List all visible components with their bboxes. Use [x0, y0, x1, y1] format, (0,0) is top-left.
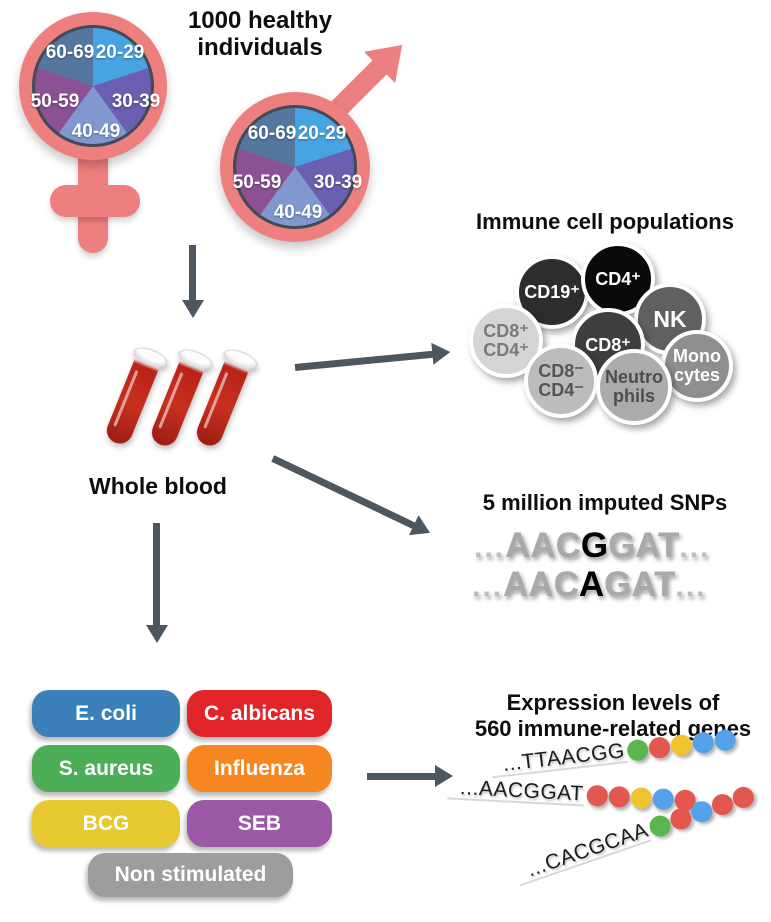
- cell-circle-monocytes: Mono cytes: [661, 330, 733, 402]
- snp-sequence-2: ...AACAGAT...: [472, 565, 706, 605]
- female-symbol: 20-29 30-39 40-49 50-59 60-69: [10, 5, 200, 260]
- sequence-after: GAT: [608, 526, 680, 565]
- expression-dot-yellow: [670, 733, 694, 757]
- arrow-individuals-to-blood: [182, 245, 204, 318]
- arrow-shaft: [294, 350, 435, 371]
- expression-dot-blue: [651, 787, 674, 810]
- main-title: 1000 healthy individuals: [160, 7, 360, 62]
- arrow-head-icon: [431, 341, 452, 365]
- cell-label: CD4⁺: [595, 268, 641, 289]
- pill-label: C. albicans: [204, 701, 315, 725]
- pill-label: E. coli: [75, 701, 137, 725]
- stimulus-pill-ecoli: E. coli: [32, 690, 180, 737]
- arrow-shaft: [189, 245, 197, 302]
- female-pie-label-40-49: 40-49: [71, 121, 121, 142]
- male-pie-label-20-29: 20-29: [297, 123, 347, 144]
- ellipsis: ...: [474, 531, 506, 564]
- cell-label: NK: [653, 305, 687, 332]
- stimulus-pill-calbicans: C. albicans: [187, 690, 332, 737]
- expression-title-line1: Expression levels of: [506, 690, 720, 715]
- expression-dot-red: [730, 783, 757, 811]
- pill-label: SEB: [237, 811, 282, 835]
- stimuli-group: E. coli C. albicans S. aureus Influenza …: [32, 690, 332, 900]
- male-pie-label-50-59: 50-59: [232, 172, 282, 193]
- expression-title: Expression levels of 560 immune-related …: [455, 690, 771, 742]
- arrow-blood-to-cell-populations: [294, 341, 452, 378]
- gene-sequence: ...CACGCAA: [524, 818, 652, 882]
- sequence-before: AAC: [505, 526, 581, 565]
- stimulus-pill-bcg: BCG: [32, 800, 180, 847]
- arrow-blood-to-snps: [268, 448, 435, 543]
- cell-circle-cd8neg-cd4neg: CD8⁻ CD4⁻: [524, 344, 598, 418]
- snp-variant-letter: G: [580, 526, 609, 565]
- cell-label: CD19⁺: [524, 281, 580, 302]
- immune-cells-title: Immune cell populations: [476, 209, 734, 234]
- arrow-shaft: [271, 454, 418, 530]
- arrow-stimuli-to-expression: [367, 765, 453, 787]
- snp-sequence-1: ...AACGGAT...: [474, 526, 710, 566]
- pill-label: S. aureus: [58, 756, 154, 780]
- arrow-head-icon: [182, 300, 204, 318]
- stimulus-pill-seb: SEB: [187, 800, 332, 847]
- expression-dot-green: [626, 737, 650, 762]
- cell-circle-neutrophils: Neutro phils: [596, 349, 672, 425]
- male-pie-label-60-69: 60-69: [247, 123, 297, 144]
- cell-label: CD8⁺: [585, 334, 631, 355]
- arrow-head-icon: [435, 765, 453, 787]
- female-pie-label-20-29: 20-29: [95, 42, 145, 63]
- male-pie-label-30-39: 30-39: [313, 172, 363, 193]
- expression-dot-blue: [692, 730, 716, 754]
- pill-label: BCG: [82, 811, 130, 835]
- cell-label: Mono cytes: [673, 346, 721, 385]
- female-pie-label-30-39: 30-39: [111, 91, 161, 112]
- ellipsis: ...: [675, 570, 707, 603]
- male-age-pie-chart: [233, 105, 357, 229]
- ellipsis: ...: [472, 570, 504, 603]
- arrow-head-icon: [409, 515, 435, 543]
- expression-row-2: ...AACGGAT: [459, 775, 696, 813]
- cell-label: CD8⁺ CD4⁺: [483, 321, 529, 360]
- arrow-shaft: [367, 772, 437, 780]
- female-pie-label-50-59: 50-59: [30, 91, 80, 112]
- expression-dot-red: [648, 735, 672, 759]
- expression-dot-yellow: [629, 786, 652, 809]
- snp-variant-letter: A: [578, 565, 605, 604]
- pill-label: Non stimulated: [114, 863, 267, 886]
- female-pie-label-60-69: 60-69: [45, 42, 95, 63]
- sequence-before: AAC: [503, 565, 579, 604]
- whole-blood-label: Whole blood: [89, 473, 227, 499]
- arrow-shaft: [153, 523, 161, 627]
- female-symbol-crossbar: [50, 185, 140, 217]
- stimulus-pill-non-stimulated: Non stimulated: [88, 853, 293, 897]
- sequence-after: GAT: [604, 565, 676, 604]
- male-pie-label-40-49: 40-49: [273, 202, 323, 223]
- expression-dot-red: [607, 785, 630, 808]
- expression-dot-red: [585, 784, 608, 807]
- stimulus-pill-influenza: Influenza: [187, 745, 332, 792]
- main-title-line2: individuals: [197, 33, 323, 61]
- gene-sequence: ...AACGGAT: [459, 776, 585, 806]
- stimulus-pill-saureus: S. aureus: [32, 745, 180, 792]
- snps-title: 5 million imputed SNPs: [482, 490, 728, 515]
- female-age-pie-chart: [32, 25, 154, 147]
- male-symbol: 20-29 30-39 40-49 50-59 60-69: [215, 29, 420, 250]
- arrow-head-icon: [146, 625, 168, 643]
- cell-label: CD8⁻ CD4⁻: [538, 361, 584, 400]
- main-title-line1: 1000 healthy: [187, 7, 333, 34]
- pill-label: Influenza: [213, 756, 305, 780]
- expression-dot-blue: [713, 728, 738, 752]
- ellipsis: ...: [679, 531, 711, 564]
- gene-sequence: ...TTAACGG: [501, 739, 626, 776]
- cell-label: Neutro phils: [605, 367, 663, 406]
- arrow-blood-to-stimuli: [146, 523, 168, 643]
